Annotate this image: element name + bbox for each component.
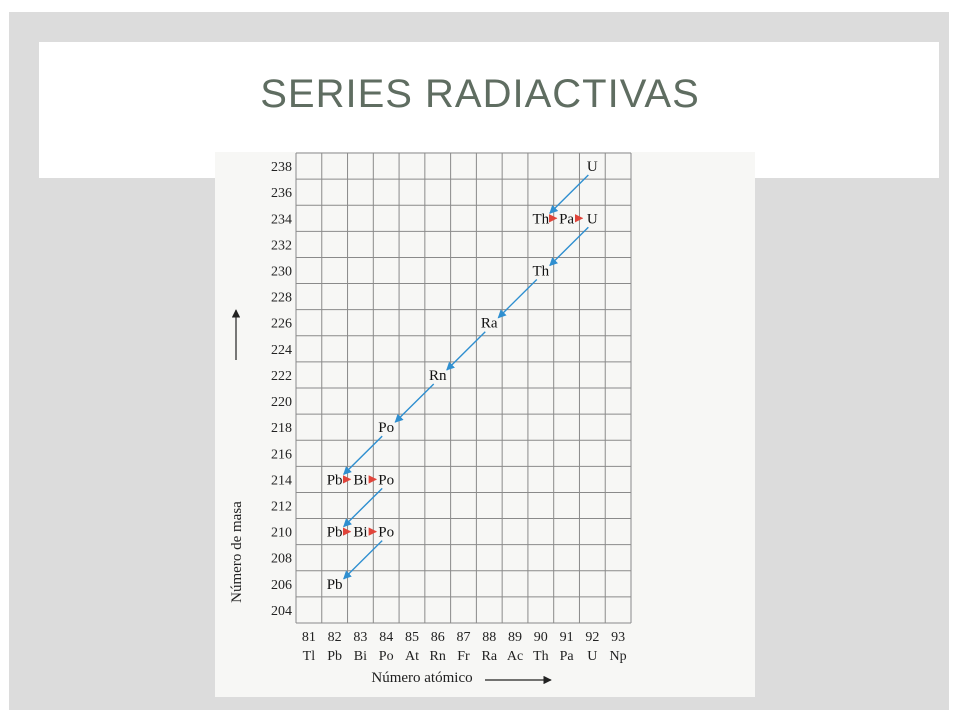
x-tick-number: 84 xyxy=(379,630,393,645)
chart-grid xyxy=(295,152,632,624)
alpha-decay-arrow xyxy=(394,383,435,423)
x-tick-symbol: Ra xyxy=(481,649,497,664)
x-tick-symbol: Rn xyxy=(430,649,446,664)
y-tick-label: 230 xyxy=(271,265,292,280)
y-tick-label: 232 xyxy=(271,238,292,253)
nuclide-label: U xyxy=(587,211,598,227)
y-axis-label: Número de masa xyxy=(229,501,245,603)
x-tick-symbol: At xyxy=(405,649,419,664)
nuclide-label: Pb xyxy=(327,525,343,541)
y-tick-label: 210 xyxy=(271,526,292,541)
y-tick-label: 218 xyxy=(271,421,292,436)
axis-titles: Número de masa Número atómico xyxy=(229,309,552,686)
y-tick-label: 226 xyxy=(271,317,292,332)
nuclide-label: Th xyxy=(532,211,549,227)
x-axis-label: Número atómico xyxy=(371,670,472,686)
x-tick-symbol: Ac xyxy=(507,649,523,664)
x-tick-symbol: Fr xyxy=(457,649,470,664)
nuclide-label: Po xyxy=(378,420,394,436)
x-tick-number: 88 xyxy=(482,630,496,645)
x-tick-symbol: Th xyxy=(533,649,549,664)
x-tick-number: 83 xyxy=(353,630,367,645)
y-tick-label: 222 xyxy=(271,369,292,384)
x-tick-number: 85 xyxy=(405,630,419,645)
y-tick-label: 238 xyxy=(271,160,292,175)
y-tick-label: 228 xyxy=(271,291,292,306)
y-tick-label: 234 xyxy=(271,212,292,227)
x-tick-symbol: Pa xyxy=(560,649,575,664)
x-tick-number: 81 xyxy=(302,630,316,645)
alpha-decay-arrow xyxy=(497,279,538,319)
nuclide-label: Pb xyxy=(327,472,343,488)
decay-chart: 204 206 208 210 212 214 216 218 220 222 224 226 228 2… xyxy=(229,152,632,686)
nuclide-label: Po xyxy=(378,472,394,488)
alpha-decay-arrow xyxy=(446,331,486,371)
decay-chart-figure: 204 206 208 210 212 214 216 218 220 222 224 226 228 2… xyxy=(215,152,755,697)
x-tick-symbol: Np xyxy=(610,649,627,664)
alpha-decay-arrow xyxy=(549,226,589,267)
x-tick-symbol: U xyxy=(587,649,597,664)
x-tick-number: 89 xyxy=(508,630,522,645)
x-tick-symbol: Tl xyxy=(303,649,316,664)
nuclide-label: Bi xyxy=(353,472,367,488)
x-tick-symbol: Pb xyxy=(327,649,342,664)
y-tick-label: 204 xyxy=(271,604,292,619)
alpha-decay-arrow xyxy=(343,540,383,580)
nuclide-label: U xyxy=(587,159,598,175)
axis-ticks: 204 206 208 210 212 214 216 218 220 222 224 226 228 2… xyxy=(271,160,627,664)
x-tick-number: 93 xyxy=(611,630,625,645)
x-tick-number: 92 xyxy=(585,630,599,645)
nuclide-label: Rn xyxy=(429,368,447,384)
y-tick-label: 236 xyxy=(271,186,292,201)
nuclide-label: Pa xyxy=(559,211,574,227)
x-tick-symbol: Bi xyxy=(354,649,367,664)
y-tick-label: 220 xyxy=(271,395,292,410)
nuclide-label: Bi xyxy=(353,525,367,541)
slide-title: SERIES RADIACTIVAS xyxy=(260,72,700,116)
x-tick-number: 87 xyxy=(457,630,471,645)
alpha-decay-arrow xyxy=(343,435,383,475)
y-tick-label: 214 xyxy=(271,473,292,488)
nuclide-label: Ra xyxy=(481,316,498,332)
decay-arrows xyxy=(342,174,589,580)
x-tick-number: 82 xyxy=(328,630,342,645)
y-tick-label: 216 xyxy=(271,447,292,462)
y-tick-label: 206 xyxy=(271,578,292,593)
alpha-decay-arrow xyxy=(343,487,383,528)
x-tick-symbol: Po xyxy=(379,649,394,664)
y-tick-label: 208 xyxy=(271,552,292,567)
x-tick-number: 90 xyxy=(534,630,548,645)
x-tick-number: 91 xyxy=(560,630,574,645)
y-tick-label: 212 xyxy=(271,500,292,515)
x-tick-number: 86 xyxy=(431,630,445,645)
alpha-decay-arrow xyxy=(549,174,589,214)
y-tick-label: 224 xyxy=(271,343,292,358)
nuclide-labels: U Th Pa U Th Ra Rn Po Pb Bi Po Pb Bi Po Pb xyxy=(327,159,598,593)
nuclide-label: Po xyxy=(378,525,394,541)
nuclide-label: Th xyxy=(532,264,549,280)
nuclide-label: Pb xyxy=(327,577,343,593)
